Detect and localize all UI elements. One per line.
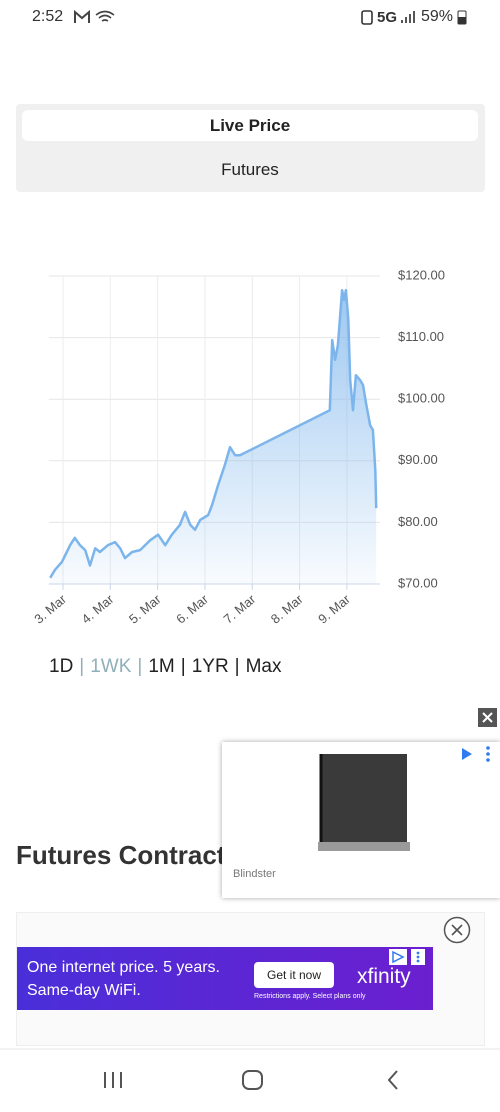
- y-tick-label: $110.00: [398, 329, 444, 344]
- range-separator: |: [180, 656, 186, 677]
- x-tick-label: 9. Mar: [315, 591, 353, 627]
- price-line: [49, 288, 378, 579]
- ad-image: [318, 746, 490, 851]
- banner-ad[interactable]: One internet price. 5 years. Same-day Wi…: [17, 947, 433, 1010]
- ad-brand: Blindster: [233, 868, 276, 880]
- status-icon: [361, 10, 373, 25]
- price-area: [50, 290, 377, 584]
- y-tick-label: $100.00: [398, 391, 445, 406]
- ad-brand: xfinity: [357, 965, 411, 988]
- ad-choices[interactable]: [389, 949, 431, 965]
- status-network: 5G: [377, 9, 398, 26]
- battery-icon: [457, 10, 467, 25]
- range-separator: |: [234, 656, 240, 677]
- range-button[interactable]: 1D: [49, 656, 74, 677]
- signal-icon: [401, 11, 415, 23]
- x-tick-label: 3. Mar: [31, 591, 69, 627]
- x-tick-label: 5. Mar: [126, 591, 164, 627]
- nav-back[interactable]: [387, 1070, 398, 1090]
- ad-disclaimer: Restrictions apply. Select plans only: [254, 993, 366, 1000]
- price-chart: $70.00 $80.00 $90.00 $100.00 $110.00 $120.00 3…: [31, 267, 445, 627]
- range-button[interactable]: Max: [245, 656, 282, 677]
- range-button[interactable]: 1M: [148, 656, 175, 677]
- range-separator: |: [137, 656, 143, 677]
- section-title: Futures Contract: [16, 840, 226, 870]
- x-tick-label: 4. Mar: [79, 591, 117, 627]
- video-ad[interactable]: Blindster: [222, 742, 500, 898]
- y-tick-label: $80.00: [398, 514, 438, 529]
- nav-home[interactable]: [242, 1070, 263, 1090]
- tab-live-price[interactable]: Live Price: [22, 110, 478, 141]
- range-selector: 1D | 1WK | 1M | 1YR | Max: [49, 656, 282, 678]
- x-tick-label: 6. Mar: [173, 591, 211, 627]
- y-tick-label: $90.00: [398, 452, 438, 467]
- range-button[interactable]: 1YR: [191, 656, 229, 677]
- x-tick-label: 8. Mar: [268, 591, 306, 627]
- ad-button[interactable]: Get it now: [254, 962, 334, 988]
- ad-close[interactable]: [478, 708, 497, 727]
- ad-line: One internet price. 5 years.: [27, 959, 220, 976]
- ad-line: Same-day WiFi.: [27, 982, 141, 999]
- tab-futures[interactable]: Futures: [221, 160, 279, 179]
- status-battery: 59%: [421, 8, 454, 25]
- x-tick-label: 7. Mar: [221, 591, 259, 627]
- nav-bar: [0, 1048, 500, 1090]
- range-button[interactable]: 1WK: [90, 656, 132, 677]
- banner-close[interactable]: [442, 915, 472, 945]
- status-time: 2:52: [32, 8, 64, 25]
- y-tick-label: $70.00: [398, 575, 438, 590]
- status-icons-left: [74, 9, 115, 23]
- nav-recent[interactable]: [104, 1072, 122, 1088]
- range-separator: |: [79, 656, 85, 677]
- y-tick-label: $120.00: [398, 267, 445, 282]
